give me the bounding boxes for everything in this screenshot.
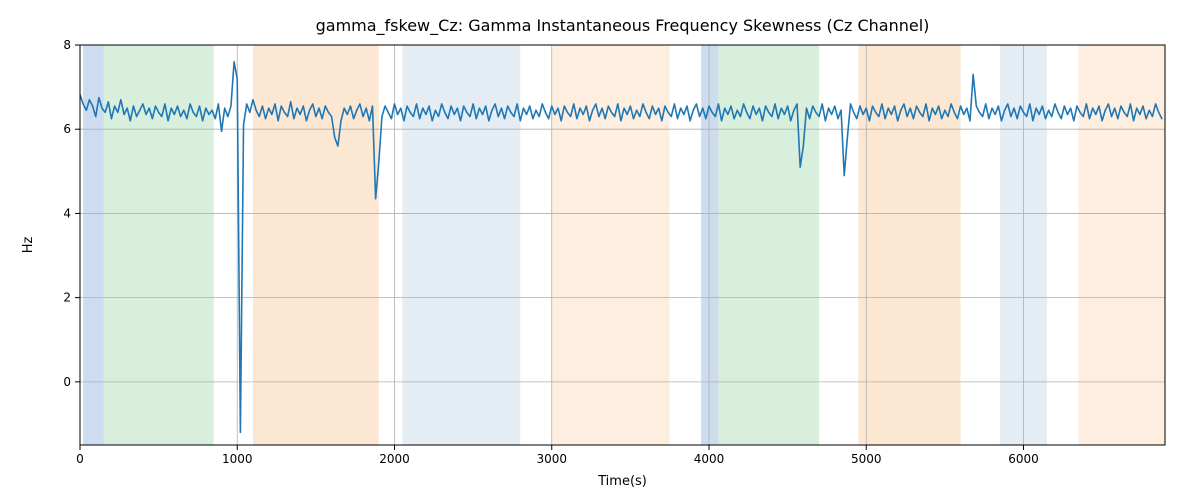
ytick-label: 2 — [63, 291, 71, 305]
xtick-label: 5000 — [851, 452, 882, 466]
xtick-label: 4000 — [694, 452, 725, 466]
xtick-label: 1000 — [222, 452, 253, 466]
band-4 — [552, 45, 670, 445]
x-axis-label: Time(s) — [597, 474, 647, 489]
band-7 — [858, 45, 960, 445]
band-5 — [701, 45, 718, 445]
chart-container: 0 1000 2000 3000 4000 5000 6000 0 2 4 6 8 Time(s) Hz g… — [0, 0, 1200, 500]
band-9 — [1079, 45, 1165, 445]
xtick-label: 0 — [76, 452, 84, 466]
xtick-label: 3000 — [536, 452, 567, 466]
band-3 — [402, 45, 520, 445]
xtick-label: 2000 — [379, 452, 410, 466]
ytick-label: 8 — [63, 38, 71, 52]
chart-svg: 0 1000 2000 3000 4000 5000 6000 0 2 4 6 8 Time(s) Hz g… — [0, 0, 1200, 500]
ytick-label: 6 — [63, 122, 71, 136]
ytick-label: 4 — [63, 206, 71, 220]
ytick-label: 0 — [63, 375, 71, 389]
chart-title: gamma_fskew_Cz: Gamma Instantaneous Freq… — [316, 16, 930, 36]
band-6 — [718, 45, 819, 445]
xtick-label: 6000 — [1008, 452, 1039, 466]
y-axis-label: Hz — [21, 237, 36, 254]
